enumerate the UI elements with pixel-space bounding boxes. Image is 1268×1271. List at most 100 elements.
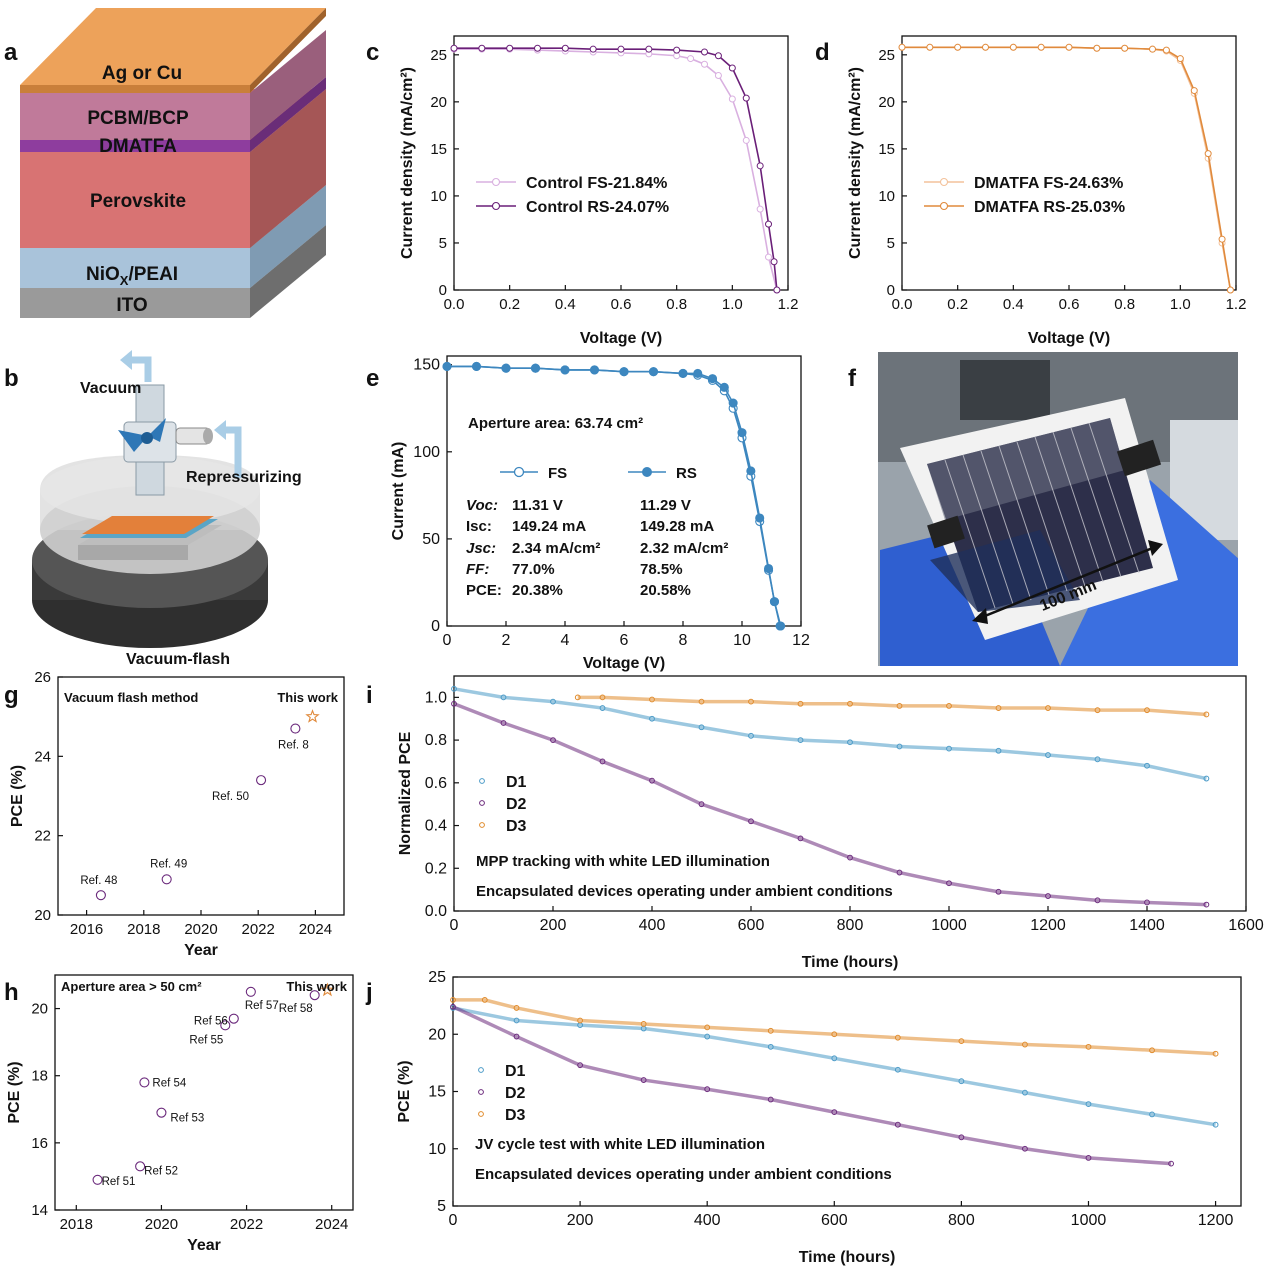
scale-bar bbox=[974, 543, 1161, 622]
data-point-c bbox=[617, 45, 625, 53]
x-tick-label: 6 bbox=[620, 632, 629, 649]
note-i-0: MPP tracking with white LED illumination bbox=[476, 853, 770, 870]
data-point-j bbox=[958, 1078, 965, 1085]
data-point-j bbox=[704, 1033, 711, 1040]
x-tick-label: 600 bbox=[738, 917, 765, 934]
x-tick-label: 2 bbox=[502, 632, 511, 649]
layer-label-ito: ITO bbox=[116, 295, 147, 316]
param-rs-jsc: 2.32 mA/cm² bbox=[640, 540, 728, 557]
y-axis-label: Normalized PCE bbox=[397, 731, 414, 855]
legend-marker-d-1 bbox=[939, 201, 949, 211]
x-tick-label: 1600 bbox=[1228, 917, 1264, 934]
panel-label-a: a bbox=[4, 39, 18, 66]
data-point-h bbox=[92, 1174, 103, 1185]
data-point-i bbox=[1144, 707, 1150, 714]
data-point-j bbox=[1085, 1101, 1092, 1107]
this-work-label-g: This work bbox=[277, 690, 338, 705]
data-point-e bbox=[619, 367, 629, 377]
series-band-j-0 bbox=[452, 1006, 1216, 1127]
data-point-i bbox=[698, 698, 705, 705]
param-rs-voc: 11.29 V bbox=[640, 497, 691, 514]
point-label-h: Ref 55 bbox=[189, 1034, 223, 1046]
x-axis-label: Time (hours) bbox=[802, 954, 899, 971]
panel-label-i: i bbox=[366, 682, 373, 709]
this-work-label-h: This work bbox=[286, 979, 347, 994]
data-point-i bbox=[599, 694, 606, 701]
data-point-i bbox=[698, 724, 705, 731]
data-point-h bbox=[220, 1020, 231, 1031]
data-point-j bbox=[450, 1003, 456, 1010]
data-point-i bbox=[797, 737, 804, 743]
perovskite-layer-side bbox=[250, 89, 326, 248]
data-point-i bbox=[847, 739, 853, 746]
data-point-i bbox=[1203, 711, 1210, 718]
data-point-i bbox=[500, 694, 507, 701]
data-point-j bbox=[1022, 1089, 1028, 1096]
note-j-1: Encapsulated devices operating under amb… bbox=[475, 1166, 892, 1183]
data-point-c bbox=[742, 136, 750, 144]
legend-label-d-0: DMATFA FS-24.63% bbox=[974, 175, 1123, 192]
x-tick-label: 2024 bbox=[315, 1216, 348, 1233]
data-point-j bbox=[831, 1055, 838, 1062]
x-tick-label: 0.4 bbox=[1003, 296, 1024, 313]
data-point-j bbox=[831, 1031, 838, 1038]
y-tick-label: 1.0 bbox=[425, 689, 447, 706]
data-point-i bbox=[451, 685, 457, 692]
data-point-d bbox=[898, 43, 906, 51]
aperture-area-label: Aperture area: 63.74 cm² bbox=[468, 415, 643, 432]
legend-marker-c-1 bbox=[491, 201, 501, 211]
chart-c: 0.0 0.2 0.4 0.6 0.8 1.0 1.2 0 5 10 15 20 25 Voltage (… bbox=[399, 35, 799, 347]
chart-d: 0.0 0.2 0.4 0.6 0.8 1.0 1.2 0 5 10 15 20 25 Voltage (… bbox=[847, 35, 1246, 347]
data-point-e bbox=[737, 428, 747, 438]
chart-h: 2018 2020 2022 2024 14 16 18 20 Year PCE (%) Apert… bbox=[6, 974, 354, 1254]
legend-marker-j-1 bbox=[478, 1089, 484, 1095]
data-point-i bbox=[500, 720, 507, 726]
data-point-j bbox=[894, 1034, 901, 1041]
y-tick-label: 5 bbox=[887, 235, 895, 252]
niox-layer-side bbox=[250, 185, 326, 288]
data-point-d bbox=[1121, 44, 1129, 52]
plot-frame-h bbox=[54, 974, 354, 1211]
data-point-c bbox=[756, 205, 764, 213]
y-axis-label: Current density (mA/cm²) bbox=[847, 67, 864, 259]
layer-label-dmatfa: DMATFA bbox=[99, 136, 177, 157]
param-rs-pce: 20.58% bbox=[640, 582, 691, 599]
data-point-d bbox=[1190, 87, 1198, 95]
x-tick-label: 1.2 bbox=[778, 296, 799, 313]
data-point-i bbox=[1144, 899, 1150, 906]
x-tick-label: 8 bbox=[679, 632, 688, 649]
param-fs-ff: 77.0% bbox=[512, 561, 555, 578]
data-point-j bbox=[767, 1027, 774, 1034]
data-point-e bbox=[648, 367, 659, 377]
data-point-i bbox=[1203, 901, 1210, 908]
data-point-j bbox=[1212, 1050, 1219, 1057]
vacuum-flash-diagram: Vacuum Repressurizing Vacuum-flash bbox=[32, 350, 302, 668]
ito-layer-side bbox=[250, 225, 326, 318]
data-point-d bbox=[1009, 43, 1017, 51]
data-point-c bbox=[645, 45, 653, 53]
y-tick-label: 20 bbox=[430, 94, 447, 111]
panel-label-e: e bbox=[366, 365, 379, 392]
data-point-i bbox=[797, 835, 804, 842]
x-tick-label: 4 bbox=[561, 632, 570, 649]
layer-label-pcbm: PCBM/BCP bbox=[87, 108, 189, 129]
series-line-d-1 bbox=[902, 46, 1232, 291]
data-point-i bbox=[1094, 897, 1101, 904]
chart-e: 0 2 4 6 8 10 12 0 50 100 150 Voltage (V) Current (mA… bbox=[390, 355, 810, 672]
y-tick-label: 5 bbox=[439, 235, 447, 252]
x-tick-label: 0.4 bbox=[555, 296, 576, 313]
data-point-c bbox=[589, 45, 597, 53]
x-tick-label: 1200 bbox=[1030, 917, 1066, 934]
data-point-h bbox=[245, 986, 256, 997]
data-point-i bbox=[550, 698, 556, 705]
legend-label-j-2: D3 bbox=[505, 1107, 526, 1124]
data-point-i bbox=[1144, 762, 1150, 769]
data-point-j bbox=[1085, 1155, 1092, 1161]
x-axis-label: Year bbox=[187, 1237, 221, 1254]
legend-label-i-1: D2 bbox=[506, 796, 527, 813]
param-label-voc: Voc: bbox=[466, 497, 498, 514]
data-point-c bbox=[765, 253, 773, 261]
data-point-j bbox=[450, 997, 456, 1003]
x-tick-label: 1.0 bbox=[1170, 296, 1191, 313]
